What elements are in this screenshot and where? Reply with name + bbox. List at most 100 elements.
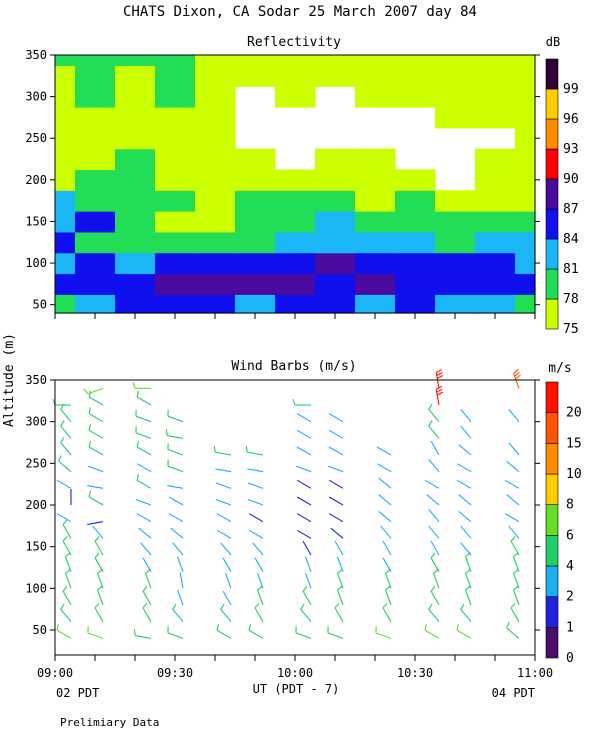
wind-barb	[167, 632, 184, 639]
wind-barb-feather	[510, 602, 516, 609]
wind-barb-feather	[65, 568, 71, 574]
wind-barb-feather	[94, 536, 100, 542]
wind-barb-feather	[456, 624, 459, 631]
wind-barb	[337, 589, 344, 606]
reflectivity-cell	[275, 231, 316, 254]
wind-colorbar-swatch	[545, 565, 559, 597]
x-tick-label: 10:00	[277, 666, 313, 680]
wind-barb-feather	[62, 586, 68, 592]
wind-barb-feather	[428, 420, 433, 427]
wind-barbs-panel: Wind Barbs (m/s) 5010015020025030035009:…	[25, 359, 581, 680]
wind-barb	[506, 494, 520, 506]
reflectivity-colorbar-label: 87	[563, 202, 579, 217]
reflectivity-cell	[275, 169, 316, 191]
reflectivity-cell	[75, 231, 116, 254]
wind-colorbar-swatch	[545, 412, 559, 444]
y-tick-label: 250	[25, 131, 47, 145]
wind-barb	[65, 556, 72, 572]
reflectivity-cell	[75, 190, 116, 212]
reflectivity-cell	[115, 86, 156, 108]
wind-barb	[430, 440, 440, 456]
wind-barb	[508, 442, 520, 456]
wind-barb	[506, 627, 520, 639]
wind-colorbar-label: 6	[566, 528, 574, 543]
y-tick-label: 50	[33, 623, 47, 637]
reflectivity-cell	[75, 127, 116, 150]
reflectivity-cell	[75, 273, 116, 295]
wind-barb	[220, 542, 232, 556]
reflectivity-colorbar-label: 81	[563, 262, 579, 277]
reflectivity-cell	[155, 294, 196, 314]
reflectivity-cell	[55, 169, 76, 191]
wind-barb	[247, 451, 264, 456]
wind-colorbar-label: 15	[566, 436, 582, 451]
reflectivity-colorbar-unit: dB	[546, 35, 560, 49]
reflectivity-cell	[355, 231, 396, 254]
wind-barb-feather	[334, 602, 340, 609]
reflectivity-colorbar: 75 78 81 84 87 90 93 96 99	[545, 58, 579, 337]
wind-barb	[167, 415, 184, 423]
wind-barb	[337, 556, 344, 572]
wind-barb	[138, 527, 152, 539]
reflectivity-cell	[55, 148, 76, 171]
wind-barb	[142, 590, 152, 606]
wind-barb	[380, 525, 392, 539]
wind-barb	[430, 590, 440, 606]
reflectivity-cell	[155, 107, 196, 129]
wind-barb	[465, 589, 472, 606]
reflectivity-cell	[355, 65, 396, 87]
wind-barb	[513, 556, 520, 572]
figure-title: CHATS Dixon, CA Sodar 25 March 2007 day …	[123, 4, 477, 20]
wind-barb-feather	[510, 536, 516, 542]
wind-barbs-title: Wind Barbs (m/s)	[231, 359, 356, 374]
wind-barb-feather	[248, 624, 251, 631]
reflectivity-cell	[435, 190, 476, 212]
wind-barb-feather	[465, 568, 471, 574]
wind-barb	[460, 425, 472, 439]
reflectivity-colorbar-swatch	[545, 238, 559, 270]
y-tick-label: 150	[25, 214, 47, 228]
wind-barb-feather	[83, 388, 89, 395]
wind-barb-feather	[88, 490, 91, 498]
wind-barb-feather	[165, 429, 168, 436]
reflectivity-cell	[475, 231, 516, 254]
wind-barb-feather	[60, 420, 65, 427]
reflectivity-cell	[515, 211, 536, 233]
wind-colorbar-label: 20	[566, 406, 582, 421]
reflectivity-cell	[475, 190, 516, 212]
wind-barb	[220, 609, 232, 623]
reflectivity-cell	[55, 273, 76, 295]
wind-barb	[375, 632, 392, 639]
wind-barb	[248, 529, 264, 539]
reflectivity-cell	[275, 65, 316, 87]
wind-barb-feather	[428, 603, 433, 610]
y-tick-label: 100	[25, 581, 47, 595]
reflectivity-cell	[275, 252, 316, 275]
wind-barb-feather	[62, 519, 68, 525]
reflectivity-cell	[75, 107, 116, 129]
wind-barb	[295, 465, 312, 473]
reflectivity-cell	[515, 127, 536, 150]
reflectivity-cell	[315, 169, 356, 191]
wind-barb	[300, 609, 312, 623]
wind-barb	[87, 521, 104, 525]
wind-barb	[382, 607, 392, 622]
reflectivity-cell	[395, 65, 436, 87]
reflectivity-cell	[195, 65, 236, 87]
wind-barb-feather	[245, 445, 248, 453]
reflectivity-cell	[115, 294, 156, 314]
wind-barb	[327, 632, 344, 639]
reflectivity-cell	[515, 55, 536, 67]
reflectivity-cell	[75, 169, 116, 191]
wind-barb	[378, 494, 392, 506]
reflectivity-cell	[75, 294, 116, 314]
wind-barb	[296, 479, 312, 489]
wind-barb	[94, 557, 104, 572]
wind-barb	[88, 413, 104, 423]
wind-barb	[140, 542, 152, 556]
wind-barb	[168, 513, 184, 523]
wind-barb-feather	[424, 624, 427, 631]
preliminary-note: Prelimiary Data	[60, 716, 159, 729]
wind-barb	[177, 556, 184, 572]
